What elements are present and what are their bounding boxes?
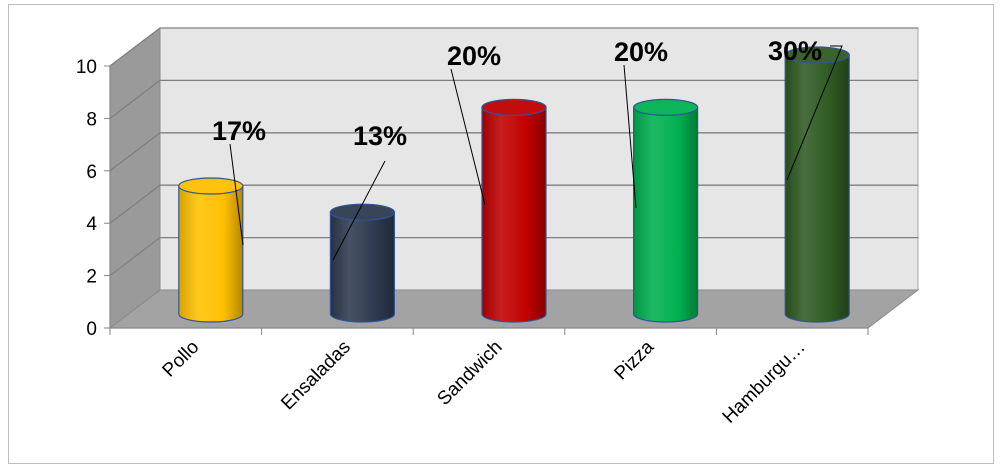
y-tick-label: 0 [86,319,97,340]
data-labels: 17% 13% 20% 20% 30% [212,36,822,151]
data-label: 30% [768,36,822,66]
gridline-side [109,27,161,67]
data-label: 13% [353,121,407,151]
bar-sandwich [481,98,547,323]
bar-pollo [178,177,244,323]
x-axis-categories: Pollo Ensaladas Sandwich Pizza Hamburgu… [159,336,810,427]
data-label: 17% [212,116,266,146]
data-label: 20% [447,41,501,71]
leader-line [450,68,486,206]
x-category-label: Pizza [610,336,658,384]
x-category-label: Pollo [159,337,204,382]
bar-ensaladas [329,203,395,323]
y-tick-label: 10 [76,57,97,78]
gridline-side [109,132,161,172]
gridline-side [109,237,161,277]
gridline-side [109,184,161,224]
gridline-side [109,79,161,119]
leader-line [786,45,843,181]
leader-lines [229,45,843,261]
x-category-label: Hamburgu… [719,337,810,428]
data-label: 20% [614,37,668,67]
leader-line [623,64,637,209]
leader-line [332,160,386,261]
y-tick-label: 4 [86,214,97,235]
x-category-label: Sandwich [433,337,506,410]
y-tick-label: 6 [86,162,97,183]
leader-line [229,143,244,246]
x-category-label: Ensaladas [277,337,355,415]
bar-pizza [632,98,699,323]
y-tick-label: 8 [86,109,97,130]
bars [178,46,850,323]
bar-hamburgu [784,46,850,323]
axes [104,65,869,335]
side-wall [109,26,161,330]
y-axis-ticks: 0 2 4 6 8 10 [76,57,98,340]
y-tick-label: 2 [86,267,97,288]
